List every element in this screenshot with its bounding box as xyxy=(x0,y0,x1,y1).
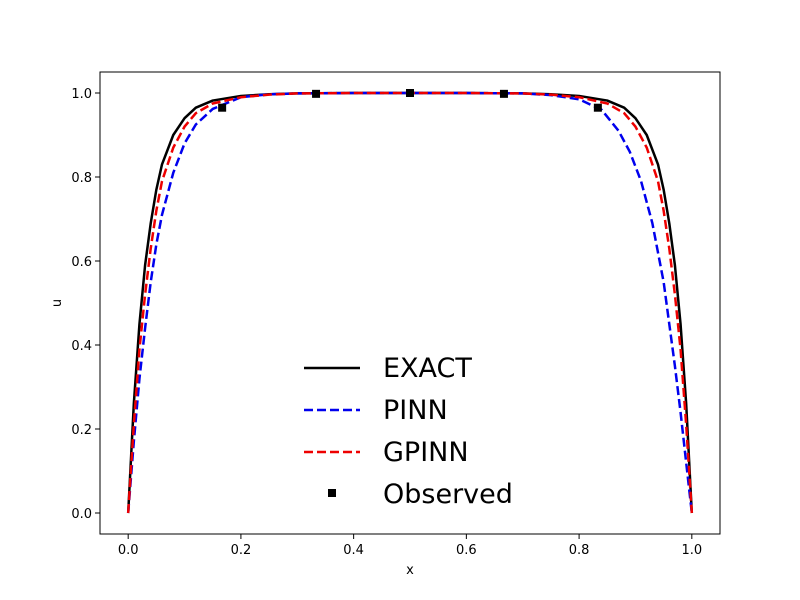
legend-label-pinn: PINN xyxy=(383,395,448,426)
x-tick-label: 0.0 xyxy=(118,543,139,558)
y-tick-label: 0.4 xyxy=(71,339,92,354)
observed-point xyxy=(218,103,227,112)
x-tick-label: 0.8 xyxy=(569,543,590,558)
y-tick-label: 0.0 xyxy=(71,507,92,522)
x-tick-label: 0.2 xyxy=(231,543,252,558)
observed-point xyxy=(406,89,414,97)
x-tick-label: 1.0 xyxy=(681,543,702,558)
y-tick-label: 0.2 xyxy=(71,423,92,438)
x-axis-label: x xyxy=(406,563,414,578)
legend-label-observed: Observed xyxy=(383,479,513,510)
y-axis-label: u xyxy=(50,299,65,307)
observed-point xyxy=(499,89,508,98)
y-axis: 0.0 0.2 0.4 0.6 0.8 1.0 xyxy=(71,87,100,522)
x-tick-label: 0.6 xyxy=(456,543,477,558)
y-tick-label: 0.6 xyxy=(71,255,92,270)
x-axis: 0.0 0.2 0.4 0.6 0.8 1.0 xyxy=(118,534,702,558)
y-tick-label: 1.0 xyxy=(71,87,92,102)
legend-label-gpinn: GPINN xyxy=(383,437,469,468)
plot-frame xyxy=(99,71,721,535)
legend-swatch-observed xyxy=(328,489,336,497)
observed-point xyxy=(312,89,321,98)
y-tick-label: 0.8 xyxy=(71,171,92,186)
legend-label-exact: EXACT xyxy=(383,353,472,384)
legend: EXACT PINN GPINN Observed xyxy=(304,353,513,510)
x-tick-label: 0.4 xyxy=(343,543,364,558)
observed-point xyxy=(593,103,602,112)
plot-area xyxy=(126,89,694,514)
